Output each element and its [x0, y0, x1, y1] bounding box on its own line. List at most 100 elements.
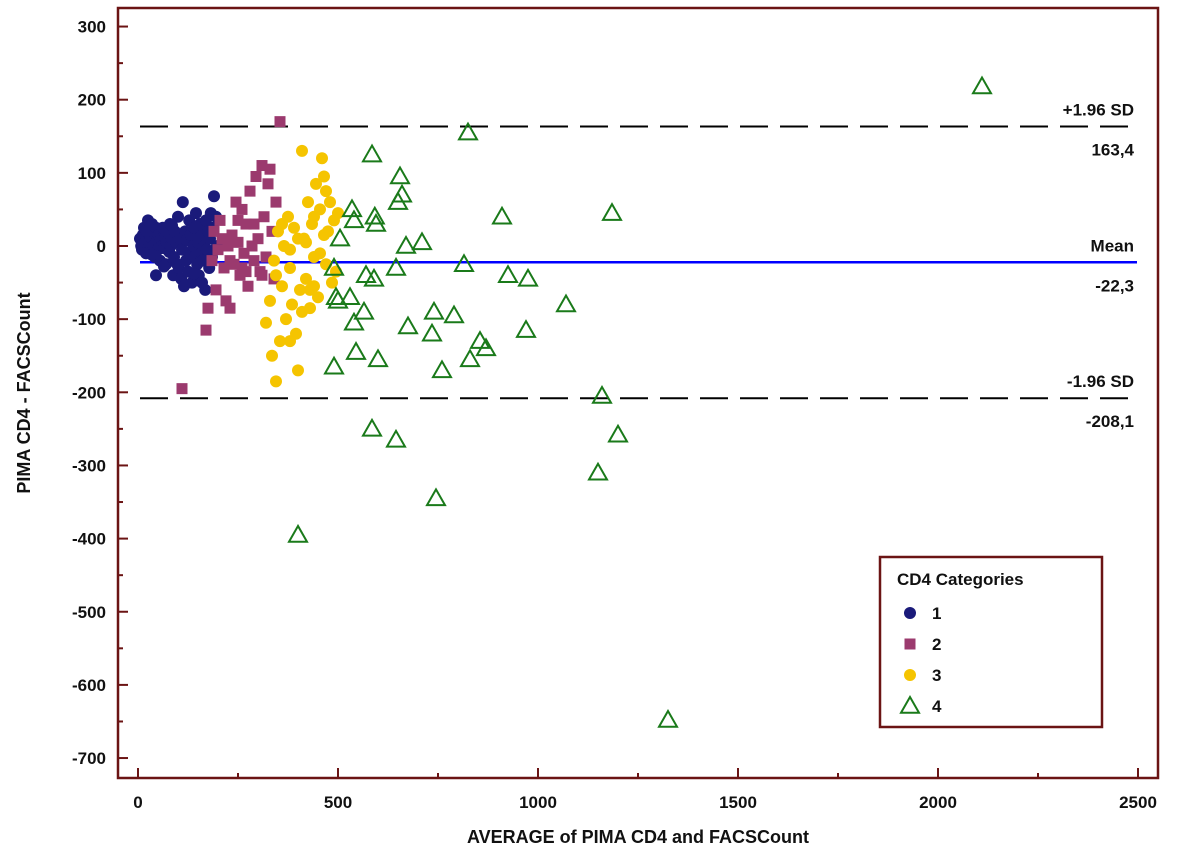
data-point [300, 272, 312, 285]
data-point [353, 300, 375, 320]
reference-line-value: -208,1 [1086, 412, 1134, 431]
data-point [318, 170, 330, 183]
legend-label: 4 [932, 697, 942, 716]
data-point [395, 234, 417, 254]
y-tick-label: -100 [72, 310, 106, 329]
data-point [172, 210, 184, 223]
data-point [555, 293, 577, 313]
data-point [296, 144, 308, 157]
data-point [361, 417, 383, 437]
data-point [258, 211, 270, 223]
data-point [361, 143, 383, 163]
reference-line-name: -1.96 SD [1067, 372, 1134, 391]
data-point [316, 152, 328, 165]
data-point [421, 322, 443, 342]
data-point [208, 225, 220, 237]
data-point [345, 341, 367, 360]
data-point [397, 315, 419, 335]
data-point [491, 205, 513, 225]
data-point [196, 276, 208, 289]
reference-line-name: Mean [1091, 236, 1134, 255]
data-point [431, 359, 453, 379]
data-point [274, 335, 286, 348]
data-point [308, 210, 320, 223]
data-point [515, 319, 537, 338]
data-point [517, 267, 539, 287]
data-point [266, 349, 278, 362]
data-point [971, 75, 993, 95]
data-point [425, 487, 447, 507]
data-point [226, 229, 238, 241]
legend-box [878, 555, 1104, 729]
legend-marker [904, 638, 916, 650]
data-point [256, 269, 268, 281]
data-point [250, 171, 262, 183]
data-point [391, 183, 413, 203]
data-point [202, 302, 214, 314]
reference-line-value: -22,3 [1095, 276, 1134, 295]
data-point [244, 185, 256, 197]
series-3 [260, 144, 344, 388]
data-point [296, 305, 308, 318]
data-point [146, 248, 158, 261]
data-point [292, 364, 304, 377]
legend-marker [899, 694, 921, 714]
data-point [264, 294, 276, 307]
data-point [497, 264, 519, 284]
data-point [304, 283, 316, 296]
reference-line-name: +1.96 SD [1063, 100, 1134, 119]
y-axis-title: PIMA CD4 - FACSCount [14, 292, 34, 493]
data-point [212, 244, 224, 256]
data-point [232, 214, 244, 226]
data-point [323, 256, 345, 276]
data-point [423, 300, 445, 320]
data-point [314, 247, 326, 260]
data-point [270, 196, 282, 208]
data-point [320, 185, 332, 198]
data-point [302, 196, 314, 209]
data-point [200, 324, 212, 336]
series-4 [287, 75, 993, 728]
y-tick-label: 200 [78, 91, 106, 110]
data-point [287, 523, 309, 543]
data-point [206, 255, 218, 267]
y-tick-label: -300 [72, 456, 106, 475]
data-point [657, 708, 679, 728]
data-point [288, 221, 300, 234]
data-point [411, 231, 433, 251]
y-tick-label: 100 [78, 164, 106, 183]
x-tick-label: 2000 [919, 793, 957, 812]
data-point [364, 205, 386, 225]
y-tick-label: -200 [72, 383, 106, 402]
data-point [216, 233, 228, 245]
data-point [172, 261, 185, 274]
data-point [469, 330, 491, 349]
data-point [260, 316, 272, 329]
data-point [385, 428, 407, 448]
data-point [292, 232, 304, 245]
x-tick-label: 1000 [519, 793, 557, 812]
data-point [256, 160, 268, 172]
data-point [339, 286, 361, 305]
legend-marker [904, 607, 916, 619]
data-point [443, 304, 465, 324]
y-tick-label: 300 [78, 18, 106, 37]
data-point [214, 214, 226, 226]
y-tick-label: 0 [97, 237, 106, 256]
x-axis-title: AVERAGE of PIMA CD4 and FACSCount [467, 827, 809, 847]
data-point [343, 209, 365, 229]
data-point [286, 298, 298, 311]
legend-label: 2 [932, 635, 941, 654]
data-point [236, 203, 248, 215]
data-point [176, 196, 189, 209]
data-point [220, 295, 232, 307]
data-point [453, 253, 475, 273]
data-points [134, 75, 993, 728]
data-point [367, 348, 389, 368]
data-point [270, 375, 282, 388]
data-point [208, 190, 220, 203]
data-point [218, 262, 230, 274]
data-point [190, 207, 202, 220]
data-point [240, 266, 252, 278]
data-point [210, 284, 222, 296]
